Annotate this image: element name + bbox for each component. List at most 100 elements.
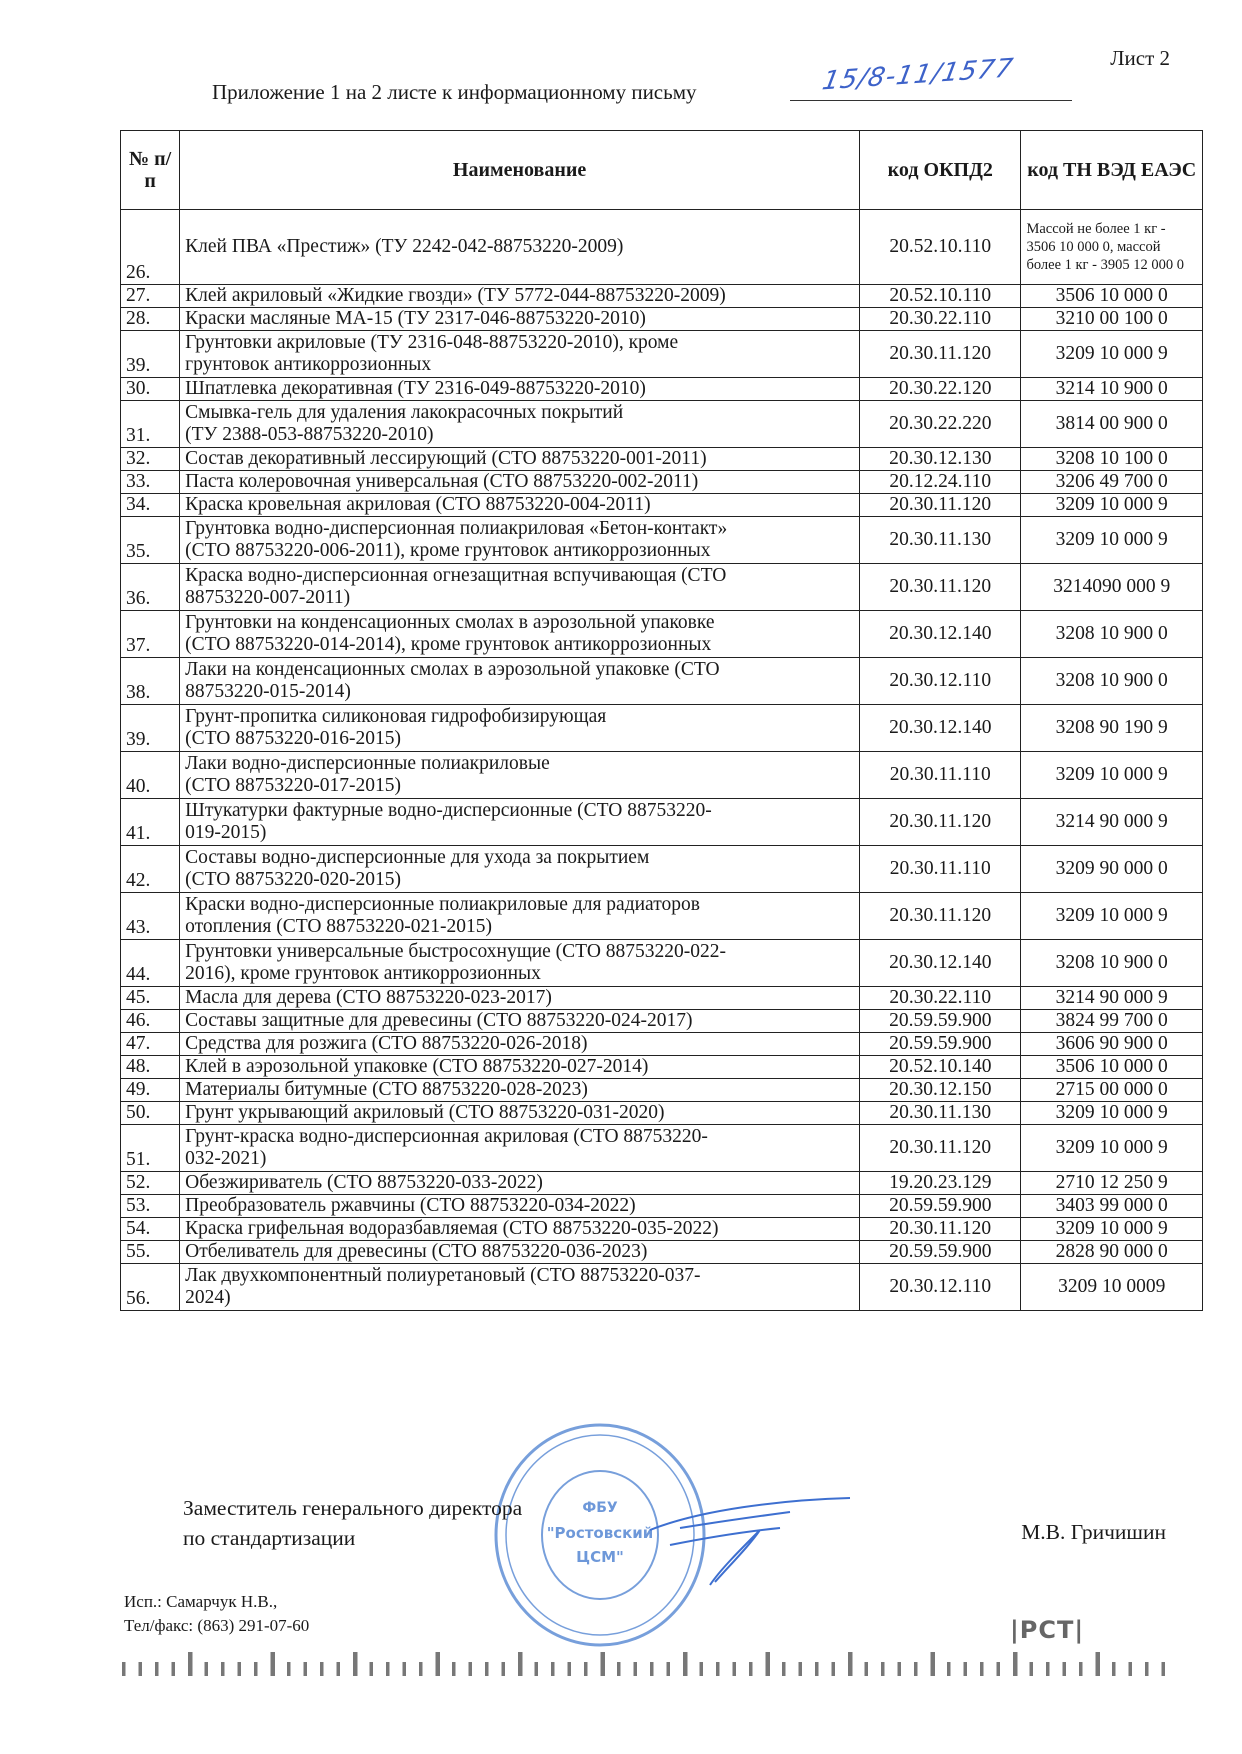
- tnved-code: 3206 49 700 0: [1020, 470, 1203, 494]
- tick-mark: [122, 1662, 126, 1676]
- table-row: 35. Грунтовка водно-дисперсионная полиакр…: [119, 516, 1203, 564]
- okpd2-code: 20.30.11.120: [859, 1124, 1022, 1172]
- tick-mark: [567, 1662, 571, 1676]
- row-number: 48.: [119, 1055, 181, 1079]
- tick-mark: [782, 1662, 786, 1676]
- tnved-code: 3209 10 0009: [1020, 1263, 1203, 1311]
- product-name: Грунт укрывающий акриловый (СТО 88753220…: [179, 1101, 861, 1125]
- tick-mark: [732, 1662, 736, 1676]
- tick-mark: [914, 1662, 918, 1676]
- tnved-code: 2710 12 250 9: [1020, 1171, 1203, 1195]
- tick-mark: [963, 1662, 967, 1676]
- row-number: 31.: [119, 400, 181, 448]
- decorative-tick-bar: [122, 1652, 1165, 1676]
- product-name: Обезжириватель (СТО 88753220-033-2022): [179, 1171, 861, 1195]
- table-row: 48. Клей в аэрозольной упаковке (СТО 8875…: [119, 1055, 1203, 1079]
- tick-mark: [815, 1662, 819, 1676]
- tick-mark: [188, 1652, 193, 1676]
- table-row: 40. Лаки водно-дисперсионные полиакриловы…: [119, 751, 1203, 799]
- tnved-code: 3208 10 900 0: [1020, 939, 1203, 987]
- table-row: 26. Клей ПВА «Престиж» (ТУ 2242-042-88753…: [119, 209, 1203, 285]
- tnved-code: 3208 10 900 0: [1020, 610, 1203, 658]
- okpd2-code: 20.30.11.130: [859, 1101, 1022, 1125]
- tnved-code: 3506 10 000 0: [1020, 1055, 1203, 1079]
- product-name: Масла для дерева (СТО 88753220-023-2017): [179, 986, 861, 1010]
- okpd2-code: 20.30.12.110: [859, 657, 1022, 705]
- tick-mark: [633, 1662, 637, 1676]
- row-number: 45.: [119, 986, 181, 1010]
- tick-mark: [287, 1662, 291, 1676]
- tick-mark: [435, 1652, 440, 1676]
- position-line1: Заместитель генерального директора: [183, 1496, 523, 1520]
- product-name: Грунт-краска водно-дисперсионная акрилов…: [179, 1124, 861, 1172]
- tnved-code: 3208 10 100 0: [1020, 447, 1203, 471]
- tick-mark: [897, 1662, 901, 1676]
- tick-mark: [683, 1652, 688, 1676]
- signatory-position: Заместитель генерального директора по ст…: [183, 1493, 522, 1553]
- svg-text:ФБУ: ФБУ: [582, 1500, 618, 1516]
- rst-logo: |РСТ|: [1010, 1616, 1085, 1644]
- table-row: 34. Краска кровельная акриловая (СТО 8875…: [119, 493, 1203, 517]
- tick-mark: [303, 1662, 307, 1676]
- product-name: Лаки на конденсационных смолах в аэрозол…: [179, 657, 861, 705]
- okpd2-code: 20.30.11.110: [859, 845, 1022, 893]
- product-name: Грунтовки акриловые (ТУ 2316-048-8875322…: [179, 330, 861, 378]
- product-name: Лак двухкомпонентный полиуретановый (СТО…: [179, 1263, 861, 1311]
- tick-mark: [386, 1662, 390, 1676]
- table-row: 43. Краски водно-дисперсионные полиакрило…: [119, 892, 1203, 940]
- tnved-code: 3403 99 000 0: [1020, 1194, 1203, 1218]
- row-number: 49.: [119, 1078, 181, 1102]
- tick-mark: [452, 1662, 456, 1676]
- table-row: 44. Грунтовки универсальные быстросохнущи…: [119, 939, 1203, 987]
- signature: [649, 1497, 851, 1586]
- col-name: Наименование: [179, 130, 861, 210]
- product-name: Шпатлевка декоративная (ТУ 2316-049-8875…: [179, 377, 861, 401]
- table-row: 55. Отбеливатель для древесины (СТО 88753…: [119, 1240, 1203, 1264]
- okpd2-code: 20.30.12.140: [859, 610, 1022, 658]
- product-name: Составы водно-дисперсионные для ухода за…: [179, 845, 861, 893]
- tnved-code: 3210 00 100 0: [1020, 307, 1203, 331]
- okpd2-code: 19.20.23.129: [859, 1171, 1022, 1195]
- okpd2-code: 20.30.11.120: [859, 1217, 1022, 1241]
- tnved-code: 3506 10 000 0: [1020, 284, 1203, 308]
- tick-mark: [171, 1662, 175, 1676]
- tnved-code: 3606 90 900 0: [1020, 1032, 1203, 1056]
- product-name: Грунт-пропитка силиконовая гидрофобизиру…: [179, 704, 861, 752]
- table-row: 41. Штукатурки фактурные водно-дисперсион…: [119, 798, 1203, 846]
- row-number: 42.: [119, 845, 181, 893]
- okpd2-code: 20.30.22.220: [859, 400, 1022, 448]
- product-name: Грунтовки на конденсационных смолах в аэ…: [179, 610, 861, 658]
- table-row: 27. Клей акриловый «Жидкие гвозди» (ТУ 57…: [119, 284, 1203, 308]
- product-name: Составы защитные для древесины (СТО 8875…: [179, 1009, 861, 1033]
- tnved-code: 3208 90 190 9: [1020, 704, 1203, 752]
- tnved-code: Массой не более 1 кг - 3506 10 000 0, ма…: [1020, 209, 1203, 285]
- product-name: Преобразователь ржавчины (СТО 88753220-0…: [179, 1194, 861, 1218]
- row-number: 39.: [119, 704, 181, 752]
- product-name: Средства для розжига (СТО 88753220-026-2…: [179, 1032, 861, 1056]
- table-row: 46. Составы защитные для древесины (СТО 8…: [119, 1009, 1203, 1033]
- product-name: Отбеливатель для древесины (СТО 88753220…: [179, 1240, 861, 1264]
- okpd2-code: 20.59.59.900: [859, 1032, 1022, 1056]
- tick-mark: [1062, 1662, 1066, 1676]
- tick-mark: [501, 1662, 505, 1676]
- product-name: Состав декоративный лессирующий (СТО 887…: [179, 447, 861, 471]
- tick-mark: [650, 1662, 654, 1676]
- tnved-code: 3214090 000 9: [1020, 563, 1203, 611]
- tick-mark: [699, 1662, 703, 1676]
- table-row: 50. Грунт укрывающий акриловый (СТО 88753…: [119, 1101, 1203, 1125]
- row-number: 37.: [119, 610, 181, 658]
- tick-mark: [551, 1662, 555, 1676]
- table-row: 30. Шпатлевка декоративная (ТУ 2316-049-8…: [119, 377, 1203, 401]
- row-number: 27.: [119, 284, 181, 308]
- product-name: Краски водно-дисперсионные полиакриловые…: [179, 892, 861, 940]
- tick-mark: [204, 1662, 208, 1676]
- row-number: 56.: [119, 1263, 181, 1311]
- okpd2-code: 20.30.22.110: [859, 307, 1022, 331]
- tick-mark: [1128, 1662, 1132, 1676]
- tnved-code: 3209 10 000 9: [1020, 330, 1203, 378]
- okpd2-code: 20.30.11.120: [859, 330, 1022, 378]
- row-number: 55.: [119, 1240, 181, 1264]
- row-number: 52.: [119, 1171, 181, 1195]
- tick-mark: [336, 1662, 340, 1676]
- row-number: 40.: [119, 751, 181, 799]
